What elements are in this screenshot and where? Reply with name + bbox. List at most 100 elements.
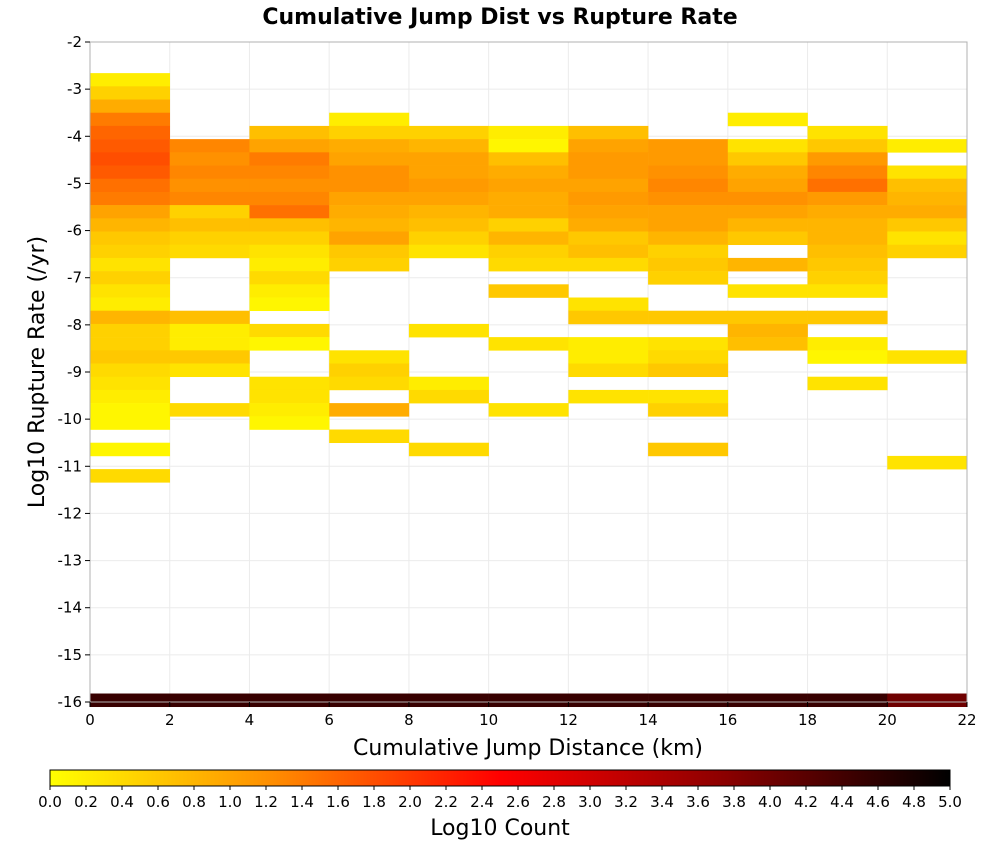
x-axis-label: Cumulative Jump Distance (km) xyxy=(353,736,703,761)
heatmap-cell xyxy=(90,310,171,325)
heatmap-cell xyxy=(408,323,489,338)
heatmap-cell xyxy=(249,231,330,246)
heatmap-cell xyxy=(807,337,888,351)
heatmap-cell xyxy=(807,165,888,180)
heatmap-cell xyxy=(727,693,808,708)
heatmap-cell xyxy=(568,125,649,140)
y-tick-label: -9 xyxy=(67,363,82,381)
heatmap-cell xyxy=(329,112,410,127)
heatmap-cell xyxy=(648,389,729,404)
heatmap-cell xyxy=(169,363,250,378)
heatmap-cell xyxy=(408,442,489,457)
x-axis-ticks: 0 2 4 6 8 10 12 14 16 18 20 22 xyxy=(85,702,977,729)
heatmap-cell xyxy=(568,152,649,166)
heatmap-cell xyxy=(727,257,808,272)
heatmap-cell xyxy=(887,244,968,259)
colorbar-tick-label: 3.4 xyxy=(650,793,674,811)
colorbar xyxy=(49,769,951,787)
heatmap-cell xyxy=(90,297,171,312)
heatmap-cell xyxy=(169,244,250,259)
heatmap-cell xyxy=(329,165,410,180)
heatmap-cell xyxy=(90,244,171,259)
heatmap-cell xyxy=(169,152,250,166)
heatmap-cell xyxy=(90,323,171,338)
heatmap-cell xyxy=(249,403,330,417)
heatmap-cell xyxy=(408,693,489,708)
heatmap-cell xyxy=(807,244,888,259)
y-axis-ticks: -2 -3 -4 -5 -6 -7 -8 -9 -10 -11 -12 -13 -14 -15 -16 xyxy=(58,33,90,711)
heatmap-cell xyxy=(329,125,410,140)
heatmap-cell xyxy=(408,178,489,193)
y-tick-label: -2 xyxy=(67,33,82,51)
heatmap-cell xyxy=(727,165,808,180)
heatmap-cell xyxy=(648,231,729,246)
heatmap-cell xyxy=(408,205,489,219)
heatmap-cell xyxy=(249,271,330,285)
heatmap-cell xyxy=(90,218,171,232)
heatmap-cell xyxy=(90,99,171,114)
heatmap-cell xyxy=(807,152,888,166)
heatmap-cell xyxy=(568,218,649,232)
heatmap-cell xyxy=(568,191,649,206)
heatmap-cell xyxy=(488,403,569,417)
heatmap-cell xyxy=(648,165,729,180)
heatmap-cell xyxy=(90,389,171,404)
heatmap-cell xyxy=(90,205,171,219)
heatmap-cell xyxy=(169,403,250,417)
colorbar-ticks: 0.0 0.2 0.4 0.6 0.8 1.0 1.2 1.4 1.6 1.8 2.0 2.2 2.4 2… xyxy=(38,786,962,811)
heatmap-cell xyxy=(249,416,330,430)
x-tick-label: 18 xyxy=(798,711,817,729)
heatmap-cell xyxy=(488,152,569,166)
colorbar-tick-label: 1.4 xyxy=(290,793,314,811)
heatmap-cell xyxy=(408,165,489,180)
heatmap-cell xyxy=(488,139,569,153)
heatmap-cell xyxy=(727,205,808,219)
heatmap-cell xyxy=(329,257,410,272)
y-tick-label: -6 xyxy=(67,222,82,240)
heatmap-cell xyxy=(249,323,330,338)
heatmap-cell xyxy=(90,178,171,193)
heatmap-cell xyxy=(887,231,968,246)
heatmap-cell xyxy=(249,244,330,259)
heatmap-cell xyxy=(568,337,649,351)
colorbar-tick-label: 1.2 xyxy=(254,793,278,811)
heatmap-cell xyxy=(169,231,250,246)
heatmap-cell xyxy=(329,363,410,378)
heatmap-cell xyxy=(169,218,250,232)
heatmap-cell xyxy=(408,244,489,259)
heatmap-cell xyxy=(488,205,569,219)
heatmap-cell xyxy=(90,403,171,417)
heatmap-cell xyxy=(329,218,410,232)
y-tick-label: -15 xyxy=(58,646,83,664)
heatmap-cell xyxy=(329,693,410,708)
heatmap-cell xyxy=(648,693,729,708)
colorbar-tick-label: 1.8 xyxy=(362,793,386,811)
x-tick-label: 8 xyxy=(404,711,414,729)
y-tick-label: -3 xyxy=(67,80,82,98)
heatmap-cell xyxy=(807,271,888,285)
heatmap-cell xyxy=(887,218,968,232)
heatmap-cell xyxy=(887,191,968,206)
heatmap-cell xyxy=(727,191,808,206)
heatmap-cell xyxy=(488,231,569,246)
colorbar-tick-label: 3.6 xyxy=(686,793,710,811)
heatmap-cell xyxy=(90,271,171,285)
heatmap-cell xyxy=(568,693,649,708)
x-tick-label: 22 xyxy=(957,711,976,729)
heatmap-cell xyxy=(568,389,649,404)
heatmap-cell xyxy=(488,178,569,193)
heatmap-cell xyxy=(169,178,250,193)
heatmap-cell xyxy=(90,112,171,127)
heatmap-cell xyxy=(887,350,968,364)
colorbar-tick-label: 0.0 xyxy=(38,793,62,811)
heatmap-cell xyxy=(648,403,729,417)
heatmap-cell xyxy=(807,139,888,153)
heatmap-cell xyxy=(887,165,968,180)
heatmap-cell xyxy=(727,139,808,153)
heatmap-cell xyxy=(568,297,649,312)
heatmap-cell xyxy=(727,218,808,232)
heatmap-cell xyxy=(648,350,729,364)
heatmap-cell xyxy=(807,310,888,325)
colorbar-tick-label: 0.4 xyxy=(110,793,134,811)
y-tick-label: -11 xyxy=(58,457,83,475)
